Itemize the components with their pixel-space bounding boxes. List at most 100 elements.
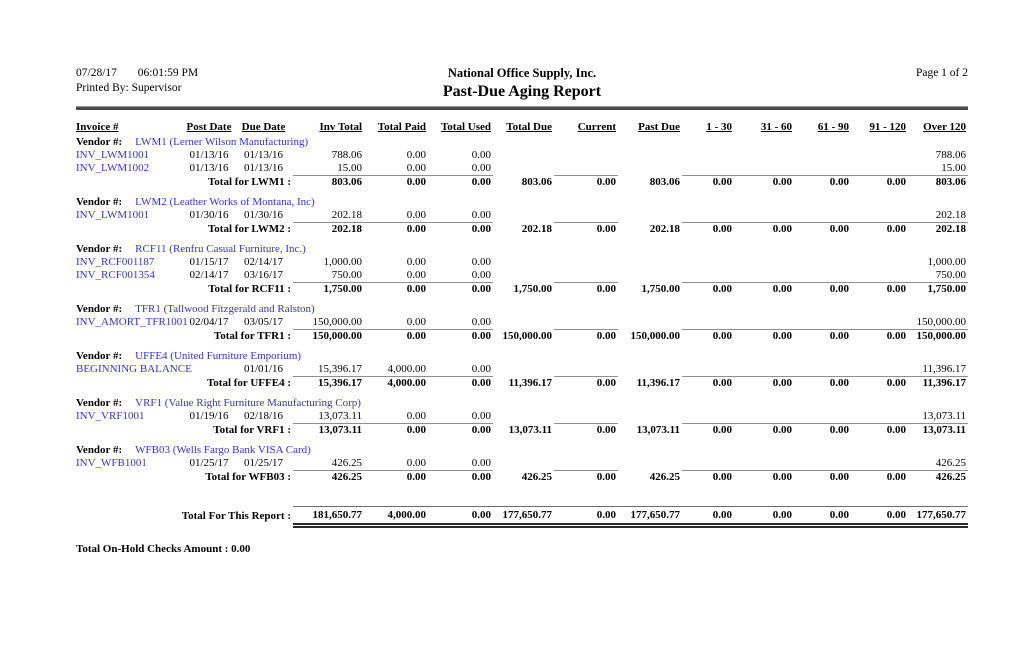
due-date-cell: 01/13/16 [243, 162, 284, 175]
empty-cell [554, 457, 618, 471]
vendor-total-a91-120: 0.00 [851, 282, 908, 296]
empty-cell [682, 410, 734, 424]
vendor-total-inv-total: 426.25 [293, 470, 364, 484]
invoice-id-link[interactable]: INV_LWM1001 [76, 149, 150, 161]
vendor-code-name-link[interactable]: WFB03 (Wells Fargo Bank VISA Card) [135, 444, 311, 456]
empty-cell [682, 149, 734, 162]
vendor-total-total-due: 150,000.00 [502, 329, 553, 342]
total-used-cell: 0.00 [471, 363, 491, 375]
empty-cell [493, 269, 554, 283]
vendor-code-name-link[interactable]: LWM2 (Leather Works of Montana, Inc) [135, 196, 315, 208]
empty-cell [554, 149, 618, 162]
vendor-total-total-due: 426.25 [521, 470, 552, 483]
empty-cell [851, 410, 908, 424]
empty-cell [794, 316, 851, 330]
inv-total-cell: 788.06 [331, 149, 362, 161]
over-120-cell: 426.25 [935, 457, 966, 469]
over-120-cell: 13,073.11 [922, 410, 966, 422]
vendor-total-paid: 0.00 [364, 282, 428, 296]
invoice-id-link[interactable]: INV_LWM1001 [76, 209, 150, 222]
report-total-paid: 4,000.00 [364, 506, 428, 528]
spacer-cell [76, 484, 968, 491]
empty-cell [618, 209, 682, 223]
vendor-total-past-due: 202.18 [649, 222, 680, 235]
empty-cell [734, 209, 794, 223]
report-header: 07/28/17 06:01:59 PM Printed By: Supervi… [76, 66, 968, 102]
invoice-id-link[interactable]: INV_VRF1001 [76, 410, 145, 423]
vendor-total-paid: 0.00 [364, 175, 428, 189]
vendor-total-current: 0.00 [554, 175, 618, 189]
post-date-cell: 02/14/17 [189, 269, 229, 282]
vendor-heading: Vendor #: UFFE4 (United Furniture Emporiu… [76, 350, 968, 363]
post-date-cell: 01/19/16 [189, 410, 229, 423]
due-date-cell: 03/16/17 [243, 269, 284, 282]
vendor-total-over120: 426.25 [908, 470, 968, 484]
invoice-id-link[interactable]: INV_RCF001354 [76, 269, 155, 282]
vendor-code-name-link[interactable]: TFR1 (Tallwood Fitzgerald and Ralston) [135, 303, 315, 315]
page-title: Past-Due Aging Report [442, 83, 602, 100]
vendor-total-a1-30: 0.00 [682, 222, 734, 236]
vendor-total-a91-120: 0.00 [851, 376, 908, 390]
vendor-total-row: Total for WFB03 :426.25 0.00 0.00 426.25 0.0… [76, 470, 968, 484]
spacer-cell [76, 236, 968, 243]
empty-cell [734, 269, 794, 283]
column-header-1-30: 1 - 30 [706, 120, 732, 133]
post-date-cell: 01/15/17 [189, 256, 229, 268]
report-total-a61-90: 0.00 [794, 506, 851, 528]
vendor-number-label: Vendor #: [76, 397, 123, 409]
vendor-heading: Vendor #: VRF1 (Value Right Furniture Man… [76, 397, 968, 410]
empty-cell [851, 457, 908, 471]
vendor-number-label: Vendor #: [76, 444, 123, 456]
vendor-total-a1-30: 0.00 [682, 175, 734, 189]
empty-cell [794, 162, 851, 176]
due-date-cell: 01/01/16 [243, 363, 284, 376]
due-date-cell: 02/14/17 [243, 256, 284, 268]
column-header-61-90: 61 - 90 [817, 120, 849, 133]
total-paid-cell: 0.00 [406, 269, 426, 281]
invoice-row: INV_LWM1002 01/13/16 01/13/16 15.00 0.00 0.00… [76, 162, 968, 176]
empty-cell [618, 162, 682, 176]
empty-cell [682, 256, 734, 269]
empty-cell [493, 209, 554, 223]
invoice-id-link[interactable]: INV_AMORT_TFR1001 [76, 316, 188, 329]
empty-cell [618, 316, 682, 330]
vendor-total-a91-120: 0.00 [851, 222, 908, 236]
print-date: 07/28/17 [76, 67, 117, 79]
vendor-total-a1-30: 0.00 [682, 423, 734, 437]
vendor-total-a31-60: 0.00 [734, 282, 794, 296]
empty-cell [682, 269, 734, 283]
vendor-row: Vendor #: VRF1 (Value Right Furniture Man… [76, 397, 968, 410]
column-header-31-60: 31 - 60 [760, 120, 792, 133]
over-120-cell: 202.18 [935, 209, 966, 221]
empty-cell [682, 457, 734, 471]
empty-cell [794, 363, 851, 377]
vendor-heading: Vendor #: RCF11 (Renfru Casual Furniture,… [76, 243, 968, 256]
total-paid-cell: 0.00 [406, 209, 426, 221]
empty-cell [493, 149, 554, 162]
empty-cell [682, 209, 734, 223]
invoice-id-link[interactable]: INV_LWM1002 [76, 162, 150, 175]
empty-cell [554, 209, 618, 223]
vendor-total-past-due: 13,073.11 [636, 423, 680, 436]
print-time: 06:01:59 PM [137, 67, 199, 79]
total-paid-cell: 0.00 [406, 149, 426, 161]
vendor-code-name-link[interactable]: UFFE4 (United Furniture Emporium) [135, 350, 302, 362]
invoice-id-link[interactable]: INV_RCF001187 [76, 256, 155, 268]
vendor-total-past-due: 803.06 [649, 175, 680, 188]
vendor-code-name-link[interactable]: LWM1 (Lerner Wilson Manufacturing) [135, 136, 309, 148]
company-name: National Office Supply, Inc. [447, 66, 597, 80]
vendor-row: Vendor #: RCF11 (Renfru Casual Furniture,… [76, 243, 968, 256]
empty-cell [734, 457, 794, 471]
vendor-total-current: 0.00 [554, 222, 618, 236]
empty-cell [618, 363, 682, 377]
vendor-total-row: Total for RCF11 :1,750.00 0.00 0.00 1,750.0… [76, 282, 968, 296]
invoice-id-link[interactable]: INV_WFB1001 [76, 457, 147, 470]
vendor-code-name-link[interactable]: VRF1 (Value Right Furniture Manufacturin… [135, 397, 361, 409]
vendor-total-over120: 202.18 [908, 222, 968, 236]
invoice-id-link[interactable]: BEGINNING BALANCE [76, 363, 192, 376]
spacer-cell [76, 343, 968, 350]
vendor-code-name-link[interactable]: RCF11 (Renfru Casual Furniture, Inc.) [135, 243, 306, 255]
empty-cell [493, 256, 554, 269]
column-header-total-paid: Total Paid [377, 120, 426, 133]
vendor-total-inv-total: 1,750.00 [293, 282, 364, 296]
